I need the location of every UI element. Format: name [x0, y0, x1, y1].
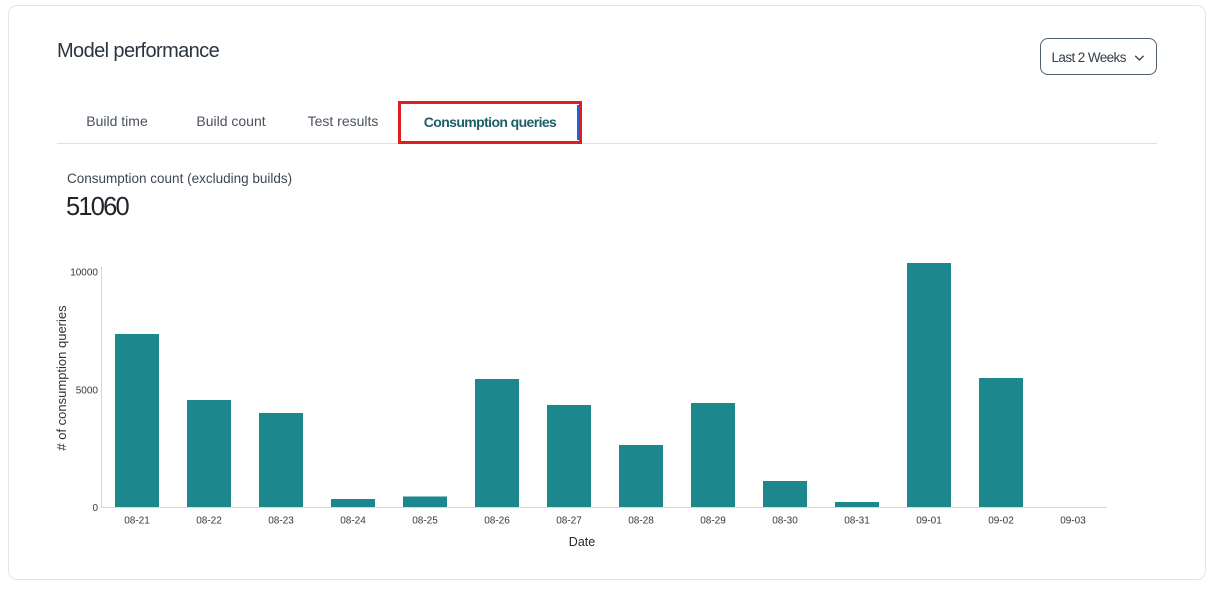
svg-text:08-30: 08-30	[772, 516, 798, 527]
svg-text:5000: 5000	[76, 385, 99, 396]
svg-text:08-31: 08-31	[844, 516, 870, 527]
svg-text:08-22: 08-22	[196, 516, 222, 527]
svg-text:08-21: 08-21	[124, 516, 150, 527]
svg-text:08-26: 08-26	[484, 516, 510, 527]
svg-text:09-02: 09-02	[988, 516, 1014, 527]
svg-text:09-03: 09-03	[1060, 516, 1086, 527]
svg-text:10000: 10000	[70, 267, 98, 278]
svg-text:08-29: 08-29	[700, 516, 726, 527]
svg-text:08-23: 08-23	[268, 516, 294, 527]
svg-text:08-28: 08-28	[628, 516, 654, 527]
svg-text:Date: Date	[569, 535, 595, 549]
svg-text:0: 0	[92, 503, 98, 514]
svg-text:09-01: 09-01	[916, 516, 942, 527]
svg-text:08-24: 08-24	[340, 516, 366, 527]
svg-text:08-25: 08-25	[412, 516, 438, 527]
svg-text:08-27: 08-27	[556, 516, 582, 527]
svg-text:# of consumption queries: # of consumption queries	[54, 305, 69, 451]
